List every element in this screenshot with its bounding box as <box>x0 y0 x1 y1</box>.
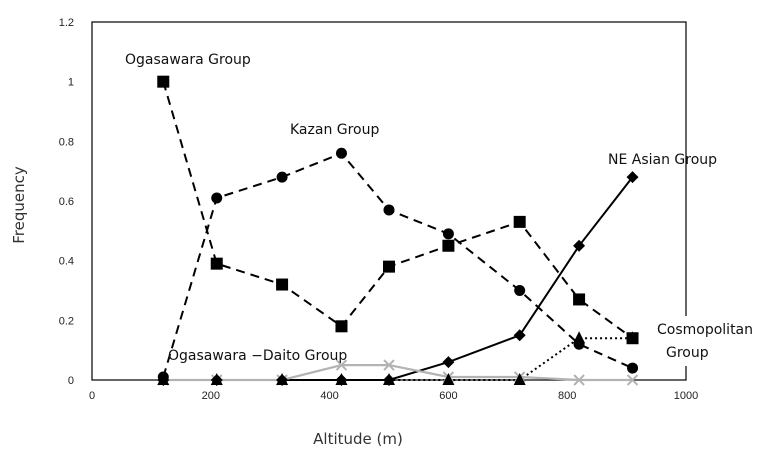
data-point-marker <box>442 356 455 369</box>
data-point-marker <box>514 285 526 296</box>
x-tick-label: 800 <box>558 390 576 402</box>
data-point-marker <box>335 147 347 159</box>
data-point-marker <box>276 171 288 183</box>
data-point-marker <box>335 320 348 333</box>
y-tick-label: 0.6 <box>59 196 74 208</box>
data-point-marker <box>157 75 170 88</box>
cosmopolitan-label-line1: Cosmopolitan <box>657 322 753 338</box>
cosmopolitan-label-box <box>650 316 783 366</box>
data-point-marker <box>626 374 639 386</box>
x-tick-label: 0 <box>89 390 95 402</box>
y-tick-label: 1 <box>68 77 74 89</box>
data-point-marker <box>513 329 526 342</box>
x-tick-label: 400 <box>320 390 338 402</box>
data-point-marker <box>210 374 223 386</box>
y-tick-label: 1.2 <box>59 17 74 29</box>
data-point-marker <box>383 260 395 273</box>
y-tick-label: 0.2 <box>59 315 74 327</box>
x-axis-tick-labels: 0 200 400 600 800 1000 <box>89 390 698 402</box>
data-point-marker <box>211 192 223 204</box>
data-point-marker <box>573 338 585 350</box>
data-point-marker <box>335 374 348 386</box>
data-point-marker <box>276 374 289 386</box>
data-point-marker <box>573 293 586 306</box>
data-point-marker <box>383 359 395 371</box>
data-point-marker <box>383 374 395 386</box>
data-point-marker <box>210 257 223 270</box>
x-axis-title: Altitude (m) <box>313 430 403 448</box>
data-point-marker <box>442 239 455 252</box>
data-point-marker <box>442 373 455 385</box>
data-point-marker <box>383 204 395 216</box>
data-point-marker <box>513 373 526 385</box>
data-point-marker <box>276 278 289 291</box>
data-point-marker <box>573 374 585 386</box>
x-tick-label: 1000 <box>674 390 698 402</box>
y-axis-title: Frequency <box>10 166 28 244</box>
x-tick-label: 200 <box>202 390 220 402</box>
kazan-group-label: Kazan Group <box>290 122 380 138</box>
data-point-marker <box>442 228 454 240</box>
data-point-marker <box>513 215 526 228</box>
data-point-marker <box>573 239 586 252</box>
ogasawara-daito-group-label: Ogasawara −Daito Group <box>168 348 347 364</box>
cosmopolitan-label-line2: Group <box>666 345 709 361</box>
data-point-marker <box>157 371 169 383</box>
x-tick-label: 600 <box>439 390 457 402</box>
y-tick-label: 0.4 <box>59 256 74 268</box>
data-point-marker <box>626 332 639 345</box>
ogasawara-group-label: Ogasawara Group <box>125 52 251 68</box>
y-axis-tick-labels: 0 0.2 0.4 0.6 0.8 1 1.2 <box>59 17 74 387</box>
y-tick-label: 0.8 <box>59 136 74 148</box>
data-point-marker <box>627 362 639 374</box>
y-tick-label: 0 <box>68 375 74 387</box>
series-markers <box>157 75 639 386</box>
data-point-marker <box>626 171 639 184</box>
ne-asian-group-label: NE Asian Group <box>608 152 717 168</box>
data-point-marker <box>335 359 348 371</box>
